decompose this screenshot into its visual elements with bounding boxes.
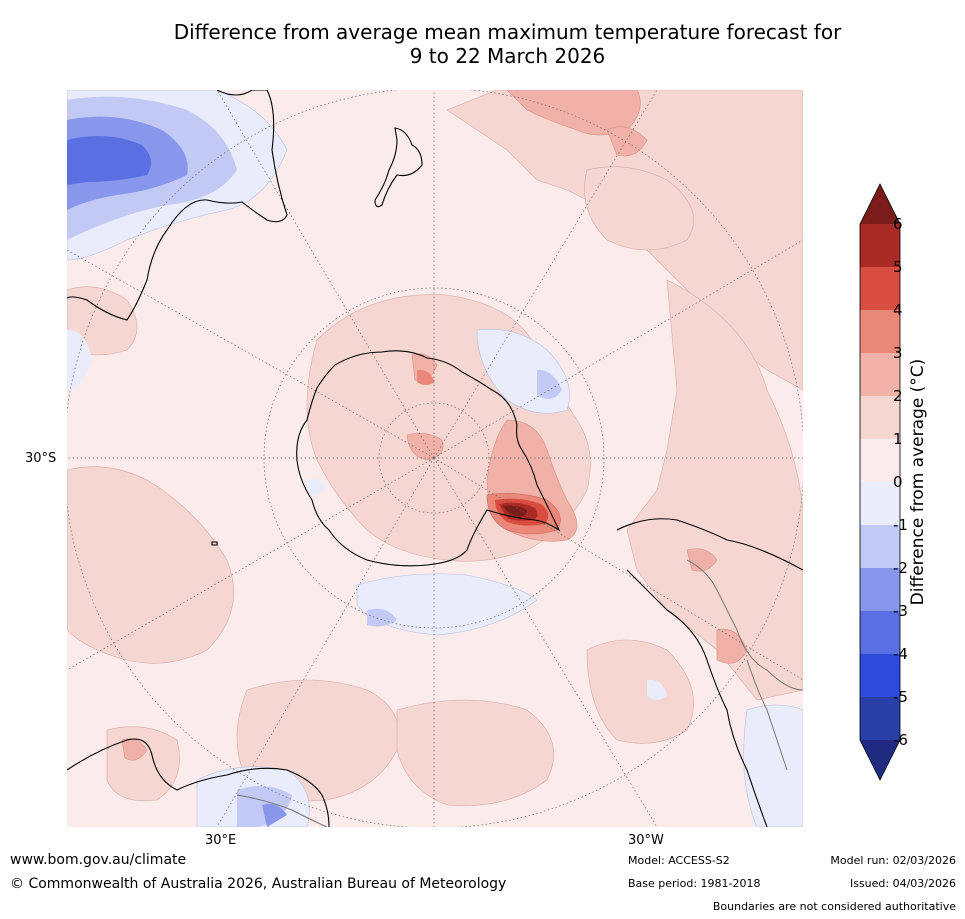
title-line-2: 9 to 22 March 2026 — [409, 44, 606, 68]
country-boundaries — [236, 559, 803, 827]
colorbar — [859, 183, 901, 781]
latitude-label-30s: 30°S — [25, 451, 57, 466]
colorbar-tick-label: -3 — [893, 602, 908, 620]
colorbar-band — [860, 611, 900, 655]
colorbar-tick-label: -2 — [893, 559, 908, 577]
colorbar-tick-label: 3 — [893, 344, 903, 362]
colorbar-tick-label: -1 — [893, 516, 908, 534]
colorbar-tick-label: -6 — [893, 731, 908, 749]
graticule — [67, 90, 803, 827]
colorbar-band — [860, 525, 900, 569]
colorbar-band — [860, 224, 900, 268]
disclaimer-text: Boundaries are not considered authoritat… — [712, 900, 956, 913]
colorbar-band — [860, 439, 900, 483]
colorbar-tick-label: -5 — [893, 688, 908, 706]
colorbar-tick-label: 0 — [893, 473, 903, 491]
base-period-text: Base period: 1981-2018 — [628, 877, 761, 890]
model-text: Model: ACCESS-S2 — [628, 854, 730, 867]
longitude-label-30w: 30°W — [628, 833, 664, 848]
map-panel — [67, 90, 803, 827]
colorbar-band — [860, 697, 900, 741]
colorbar-band — [860, 654, 900, 698]
colorbar-title-text: Difference from average (°C) — [908, 358, 928, 606]
issued-text: Issued: 04/03/2026 — [849, 877, 956, 890]
colorbar-tick-label: 2 — [893, 387, 903, 405]
longitude-label-30e: 30°E — [205, 833, 237, 848]
australia-coastline — [67, 90, 288, 321]
colorbar-tick-label: 1 — [893, 430, 903, 448]
colorbar-bands — [859, 183, 901, 781]
colorbar-band — [860, 353, 900, 397]
colorbar-band — [860, 396, 900, 440]
website-link[interactable]: www.bom.gov.au/climate — [10, 852, 187, 868]
colorbar-tick-label: 6 — [893, 215, 903, 233]
africa-coastline — [67, 738, 330, 827]
copyright-text: © Commonwealth of Australia 2026, Austra… — [10, 876, 507, 892]
colorbar-tick-label: -4 — [893, 645, 908, 663]
south-america-coastline — [616, 518, 803, 827]
title-line-1: Difference from average mean maximum tem… — [173, 20, 842, 44]
colorbar-tick-label: 5 — [893, 258, 903, 276]
colorbar-band — [860, 482, 900, 526]
map-title: Difference from average mean maximum tem… — [60, 20, 955, 68]
colorbar-extend-bottom — [860, 740, 900, 780]
island-coastline — [211, 541, 218, 546]
colorbar-band — [860, 267, 900, 311]
colorbar-outline — [859, 183, 901, 781]
model-run-text: Model run: 02/03/2026 — [830, 854, 956, 867]
anomaly-warm-core — [417, 369, 561, 535]
colorbar-band — [860, 310, 900, 354]
colorbar-band — [860, 568, 900, 612]
colorbar-extend-top — [860, 184, 900, 224]
new-zealand-coastline — [374, 127, 423, 208]
anomaly-cool-regions — [67, 90, 803, 827]
coastlines — [67, 90, 803, 827]
colorbar-tick-label: 4 — [893, 301, 903, 319]
antarctica-coastline — [296, 350, 561, 567]
